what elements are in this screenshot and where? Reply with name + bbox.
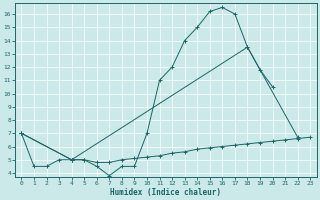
X-axis label: Humidex (Indice chaleur): Humidex (Indice chaleur) <box>110 188 221 197</box>
